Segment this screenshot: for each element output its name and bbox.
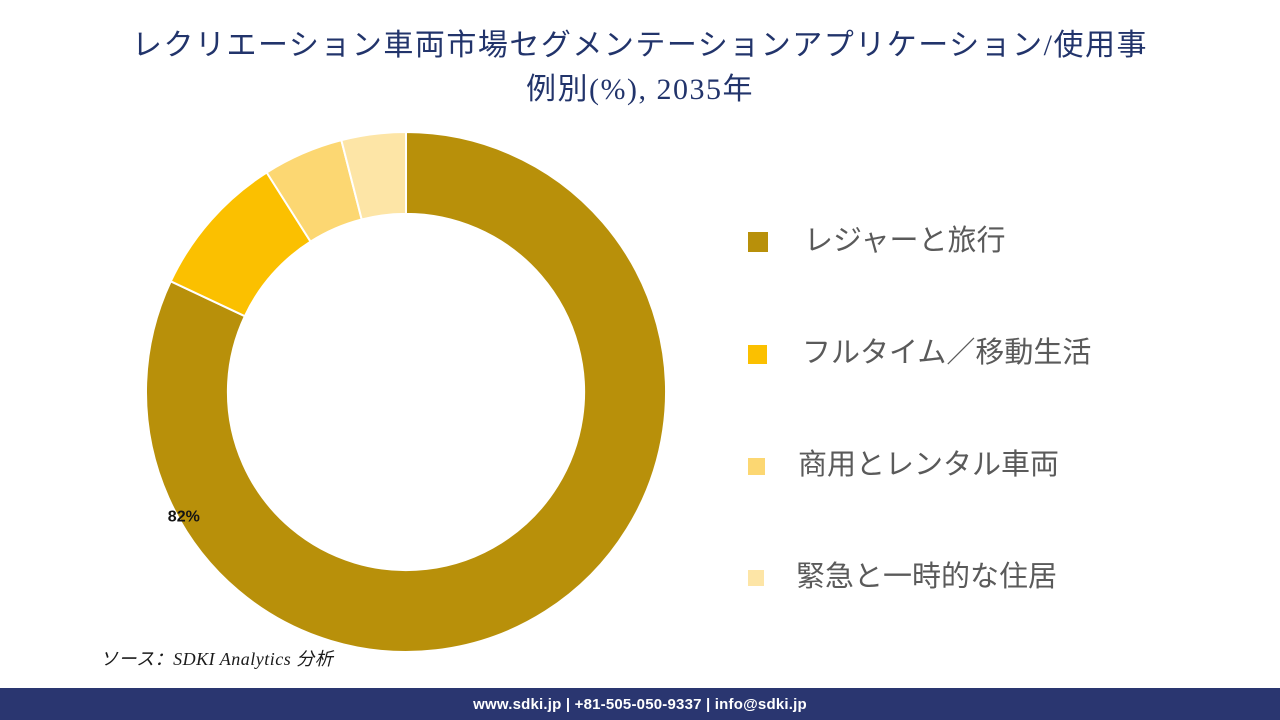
donut-label-group: 82% (168, 508, 200, 525)
legend-item[interactable]: フルタイム／移動生活 (748, 298, 1208, 410)
donut-slice[interactable] (145, 130, 667, 653)
legend-item[interactable]: 商用とレンタル車両 (748, 410, 1208, 522)
legend-item-label: レジャーと旅行 (804, 225, 1006, 258)
donut-slice-group (145, 130, 667, 653)
donut-chart-svg: 82% (145, 130, 667, 653)
donut-slice[interactable] (340, 130, 407, 221)
legend-item-label: 緊急と一時的な住居 (796, 561, 1058, 594)
source-note: ソース：SDKI Analytics 分析 (100, 649, 334, 669)
legend-item-label: 商用とレンタル車両 (798, 449, 1060, 482)
legend-color-swatch-icon (748, 457, 765, 475)
page-title: レクリエーション車両市場セグメンテーションアプリケーション/使用事 例別(%),… (131, 29, 1149, 106)
donut-chart: 82% (145, 130, 667, 653)
legend-color-swatch-icon (748, 344, 767, 364)
chart-legend: レジャーと旅行フルタイム／移動生活商用とレンタル車両 緊急と一時的な住居 (748, 186, 1208, 634)
footer-contact-text: www.sdki.jp | +81-505-050-9337 | info@sd… (473, 695, 807, 713)
donut-slice-value-label: 82% (168, 508, 200, 525)
legend-item[interactable]: 緊急と一時的な住居 (748, 522, 1208, 634)
legend-item-label: フルタイム／移動生活 (802, 337, 1092, 370)
legend-color-swatch-icon (748, 232, 768, 252)
donut-center-hole (228, 214, 584, 570)
legend-item[interactable]: レジャーと旅行 (748, 186, 1208, 298)
footer-bar: www.sdki.jp | +81-505-050-9337 | info@sd… (0, 688, 1280, 720)
legend-color-swatch-icon (748, 570, 764, 586)
